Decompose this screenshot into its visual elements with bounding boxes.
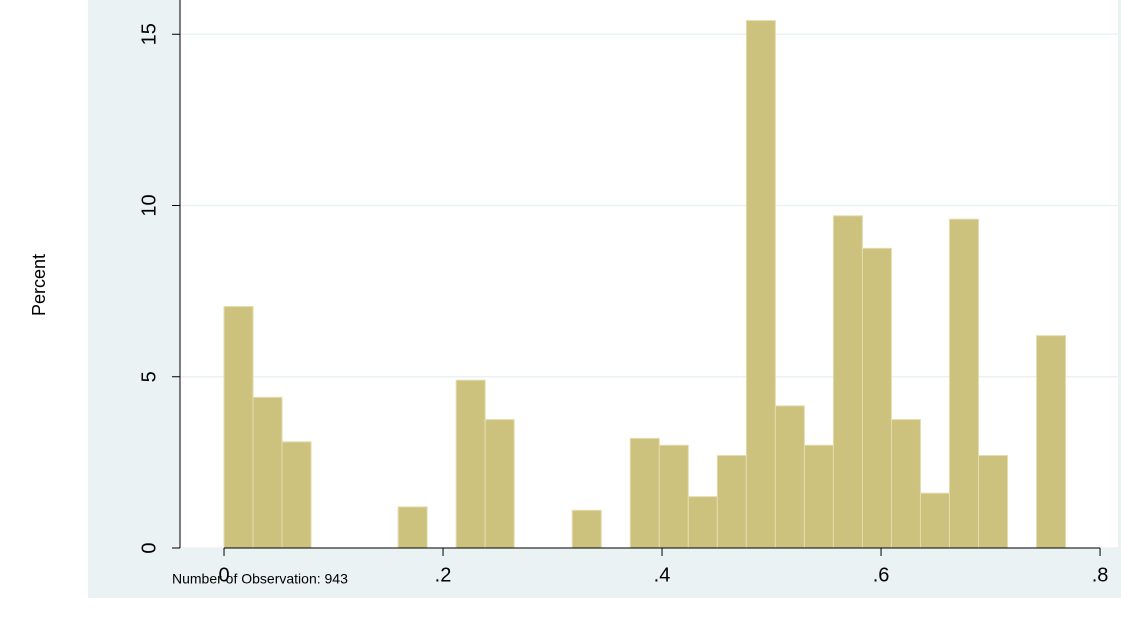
y-tick-label: 5 bbox=[138, 371, 160, 382]
x-tick-label: .8 bbox=[1092, 564, 1109, 586]
x-tick-label: .2 bbox=[435, 564, 452, 586]
y-tick-label: 15 bbox=[138, 23, 160, 45]
bar bbox=[252, 396, 283, 549]
bar bbox=[890, 419, 921, 549]
bar bbox=[745, 20, 776, 549]
bar bbox=[803, 444, 834, 549]
bar bbox=[774, 405, 805, 549]
bar bbox=[948, 218, 979, 549]
bar bbox=[223, 306, 254, 549]
bar bbox=[571, 509, 602, 549]
x-tick-label: .6 bbox=[873, 564, 890, 586]
bar bbox=[629, 437, 660, 549]
bar bbox=[832, 215, 863, 549]
bar bbox=[919, 492, 950, 549]
bar bbox=[977, 455, 1009, 549]
x-tick-label: 0 bbox=[218, 564, 229, 586]
bar bbox=[687, 496, 718, 549]
y-tick-label: 10 bbox=[138, 194, 160, 216]
bar bbox=[281, 441, 312, 549]
bar bbox=[455, 379, 486, 549]
bar bbox=[861, 247, 892, 549]
y-axis-label: Percent bbox=[29, 254, 49, 316]
bar bbox=[716, 455, 747, 549]
bar bbox=[658, 444, 689, 549]
x-tick-label: .4 bbox=[654, 564, 671, 586]
y-tick-label: 0 bbox=[138, 542, 160, 553]
bar bbox=[397, 506, 428, 549]
note: Number of Observation: 943 bbox=[172, 571, 348, 587]
bar bbox=[484, 419, 515, 549]
bar bbox=[1036, 335, 1067, 549]
